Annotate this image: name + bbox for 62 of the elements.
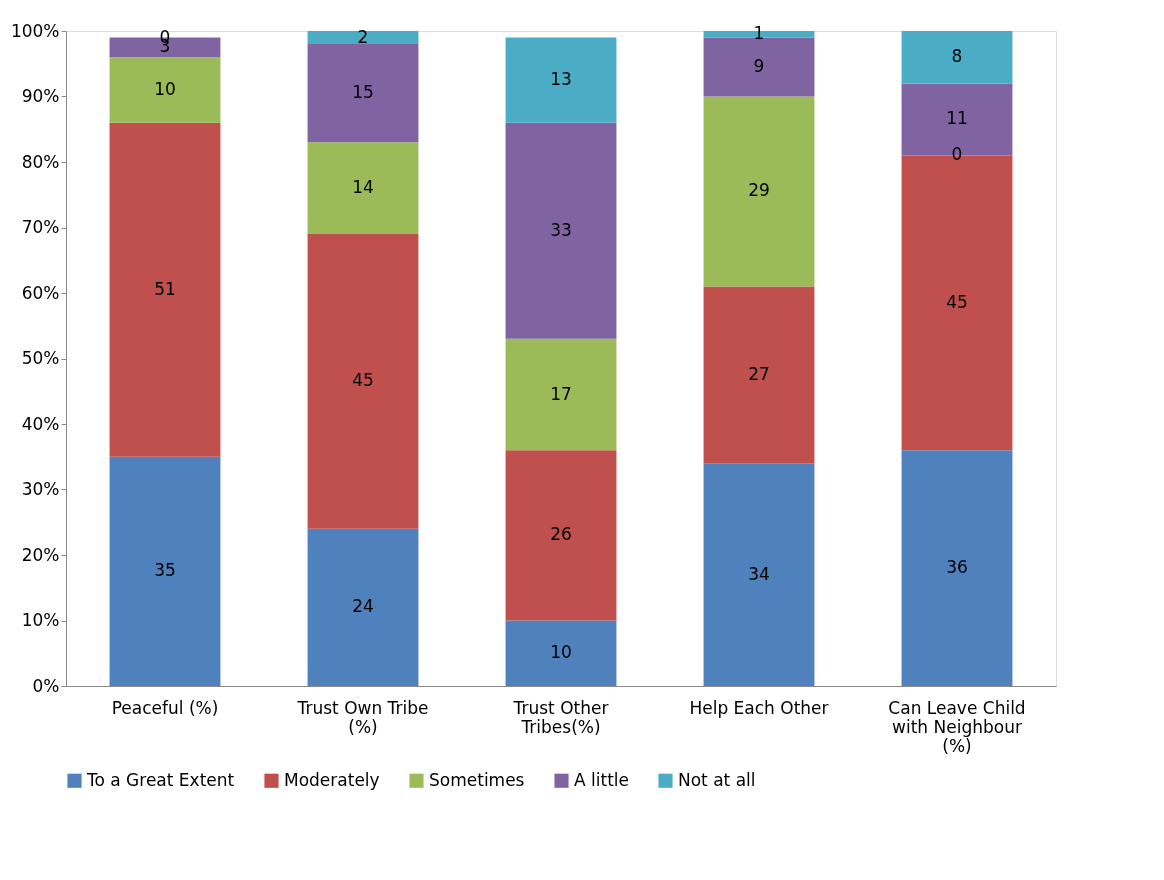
data-label: 13 <box>550 69 572 90</box>
data-label: 27 <box>748 363 770 384</box>
legend-label: To a Great Extent <box>86 769 235 790</box>
bar <box>109 57 221 123</box>
data-label: 8 <box>951 46 963 67</box>
bar <box>307 142 419 235</box>
data-label: 15 <box>352 82 374 103</box>
data-label: 45 <box>946 291 968 312</box>
y-tick-label: 40% <box>21 413 60 434</box>
y-tick-label: 20% <box>21 544 60 565</box>
data-label: 34 <box>748 563 770 584</box>
data-label: 36 <box>946 557 968 578</box>
bar <box>505 122 617 339</box>
bar <box>703 286 815 464</box>
y-tick-label: 30% <box>21 479 60 499</box>
y-tick-label: 80% <box>21 151 60 172</box>
y-tick-label: 0% <box>32 675 60 696</box>
x-tick-label: Can Leave Child with Neighbour (%) <box>888 697 1026 756</box>
annotation: 0 <box>951 144 963 165</box>
data-label: 45 <box>352 370 374 391</box>
bar <box>505 338 617 451</box>
data-label: 14 <box>352 177 374 198</box>
x-tick-label: Help Each Other <box>689 697 829 718</box>
legend-label: A little <box>574 769 629 790</box>
legend-label: Sometimes <box>429 769 525 790</box>
bar <box>109 122 221 457</box>
y-tick-label: 70% <box>21 217 60 237</box>
bar <box>901 31 1013 84</box>
bar <box>307 44 419 143</box>
data-label: 10 <box>154 78 176 99</box>
legend-label: Moderately <box>284 769 380 790</box>
x-tick-label: Peaceful (%) <box>111 697 219 718</box>
bar <box>505 450 617 621</box>
data-label: 17 <box>550 383 572 404</box>
bar <box>703 37 815 97</box>
bar <box>109 456 221 686</box>
bar <box>703 463 815 686</box>
y-tick-label: 10% <box>21 610 60 630</box>
data-label: 11 <box>946 108 968 129</box>
bar <box>703 96 815 287</box>
y-tick-label: 60% <box>21 282 60 303</box>
bar <box>307 528 419 686</box>
data-label: 9 <box>753 56 765 77</box>
data-label: 35 <box>154 560 176 581</box>
data-label: 24 <box>352 596 374 617</box>
data-label: 33 <box>550 219 572 240</box>
legend-label: Not at all <box>678 769 756 790</box>
bar <box>901 450 1013 686</box>
y-tick-label: 100% <box>10 20 60 41</box>
x-tick-label: Trust Own Tribe (%) <box>296 697 429 737</box>
data-label: 29 <box>748 180 770 201</box>
data-label: 51 <box>154 278 176 299</box>
bar <box>505 620 617 686</box>
x-tick-label: Trust Other Tribes(%) <box>512 697 609 737</box>
data-label: 10 <box>550 642 572 663</box>
y-tick-label: 50% <box>21 348 60 368</box>
y-tick-label: 90% <box>21 86 60 106</box>
bar <box>505 37 617 123</box>
bar <box>307 31 419 45</box>
bar <box>307 234 419 529</box>
data-label: 2 <box>357 26 369 47</box>
data-label: 26 <box>550 524 572 545</box>
